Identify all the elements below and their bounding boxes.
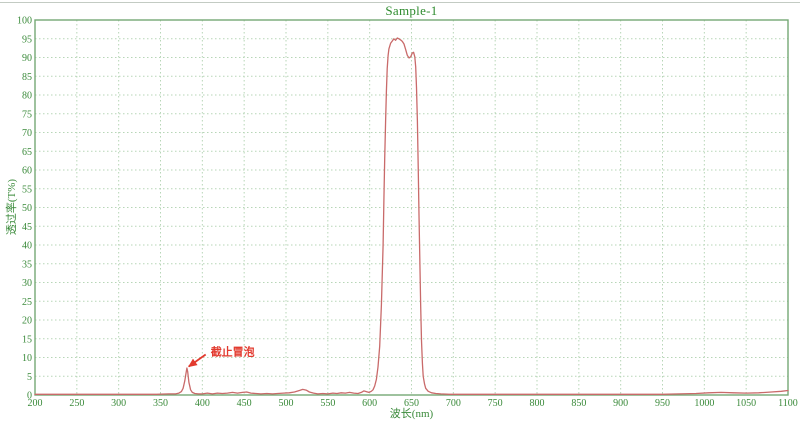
plot-border [34, 19, 789, 396]
x-tick-label: 950 [655, 398, 670, 409]
y-tick-label: 5 [27, 372, 32, 383]
x-tick-label: 400 [195, 398, 210, 409]
y-tick-label: 85 [22, 72, 32, 83]
y-tick-label: 95 [22, 34, 32, 45]
y-tick-label: 60 [22, 166, 32, 177]
y-tick-label: 35 [22, 259, 32, 270]
y-tick-label: 25 [22, 297, 32, 308]
y-tick-label: 70 [22, 128, 32, 139]
cutoff-leak-annotation-text: 截止冒泡 [211, 345, 255, 359]
y-tick-label: 55 [22, 184, 32, 195]
x-tick-label: 900 [613, 398, 628, 409]
y-tick-label: 10 [22, 353, 32, 364]
x-tick-label: 250 [69, 398, 84, 409]
y-tick-label: 90 [22, 53, 32, 64]
x-tick-label: 500 [279, 398, 294, 409]
x-tick-label: 200 [28, 398, 43, 409]
y-tick-label: 100 [17, 16, 32, 27]
x-tick-label: 700 [446, 398, 461, 409]
x-tick-label: 1100 [778, 398, 798, 409]
y-tick-label: 0 [27, 391, 32, 402]
y-tick-label: 45 [22, 222, 32, 233]
y-tick-label: 65 [22, 147, 32, 158]
y-tick-label: 75 [22, 109, 32, 120]
x-tick-label: 450 [237, 398, 252, 409]
y-tick-label: 40 [22, 241, 32, 252]
y-tick-label: 20 [22, 316, 32, 327]
x-tick-label: 1050 [736, 398, 756, 409]
x-tick-label: 600 [362, 398, 377, 409]
y-tick-label: 15 [22, 334, 32, 345]
chart-title: Sample-1 [385, 3, 438, 18]
x-tick-label: 350 [153, 398, 168, 409]
x-axis-label: 波长(nm) [389, 408, 434, 420]
x-tick-label: 550 [320, 398, 335, 409]
top-divider [0, 2, 800, 3]
x-tick-label: 800 [530, 398, 545, 409]
annotation-arrow [187, 353, 207, 368]
x-tick-label: 750 [488, 398, 503, 409]
x-tick-label: 300 [111, 398, 126, 409]
transmittance-curve [34, 37, 789, 395]
x-tick-label: 1000 [694, 398, 714, 409]
x-tick-label: 850 [571, 398, 586, 409]
y-tick-label: 80 [22, 91, 32, 102]
x-tick-label: 650 [404, 398, 419, 409]
y-tick-label: 30 [22, 278, 32, 289]
y-tick-label: 50 [22, 203, 32, 214]
